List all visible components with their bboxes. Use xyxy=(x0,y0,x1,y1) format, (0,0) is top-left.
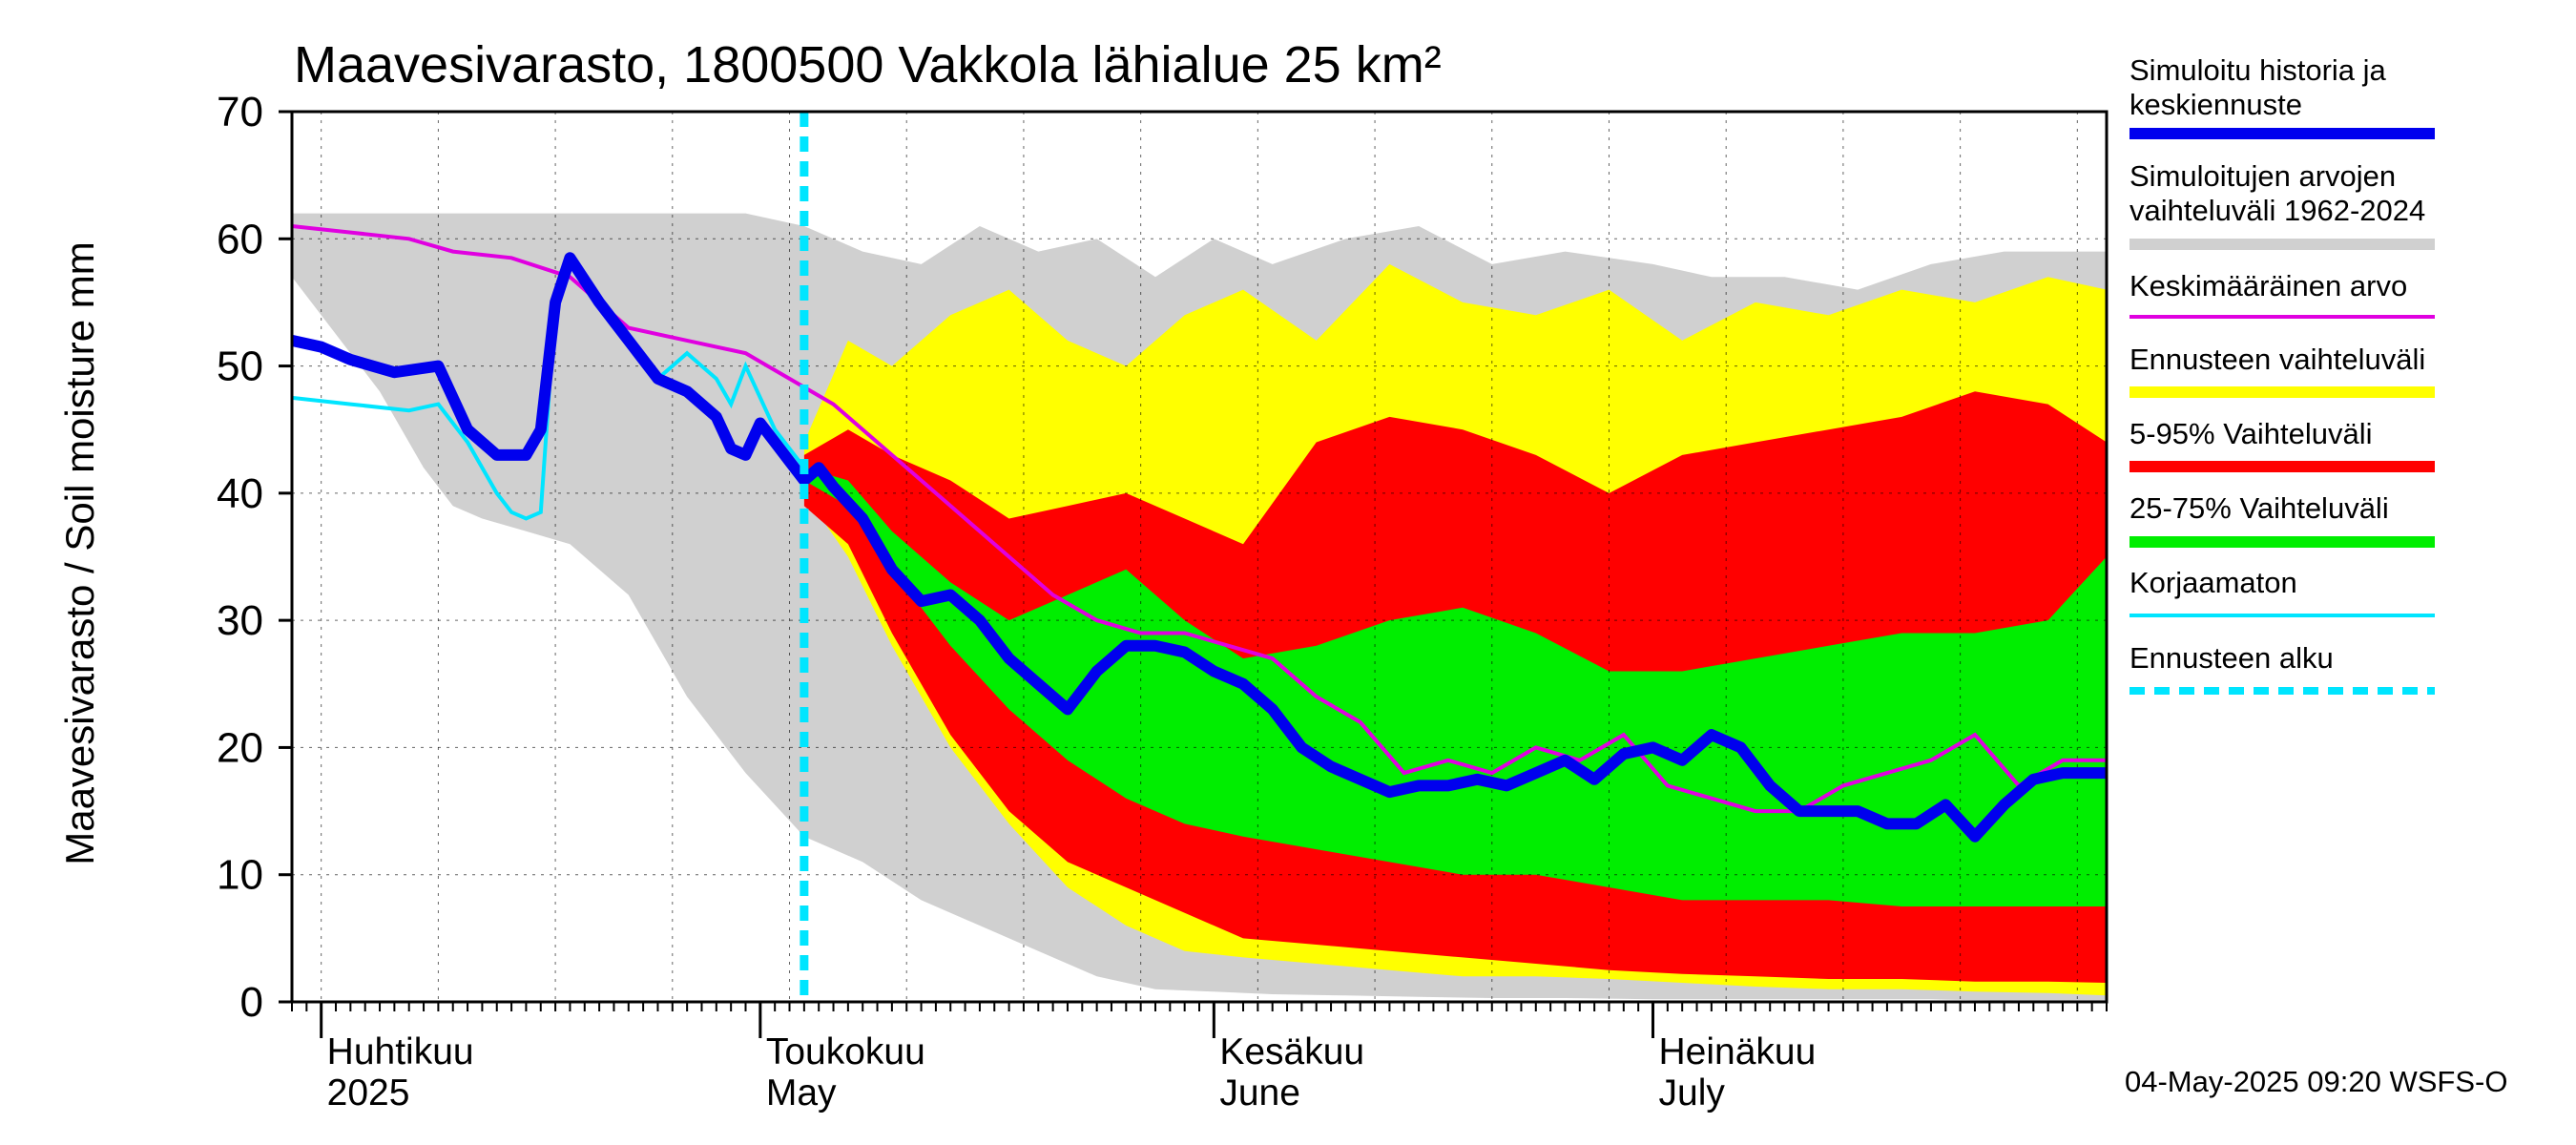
chart-title: Maavesivarasto, 1800500 Vakkola lähialue… xyxy=(294,36,1442,94)
y-tick-label: 40 xyxy=(217,470,263,517)
month-label: Heinäkuu xyxy=(1659,1031,1817,1072)
month-label-secondary: July xyxy=(1659,1072,1726,1114)
month-label: Huhtikuu xyxy=(327,1031,474,1072)
y-axis-label: Maavesivarasto / Soil moisture mm xyxy=(57,241,102,865)
month-label-secondary: 2025 xyxy=(327,1072,410,1114)
month-label: Kesäkuu xyxy=(1219,1031,1364,1072)
legend-label: 25-75% Vaihteluväli xyxy=(2129,491,2389,525)
legend-label: Ennusteen vaihteluväli xyxy=(2129,343,2425,376)
y-tick-label: 30 xyxy=(217,597,263,644)
y-tick-label: 0 xyxy=(240,979,263,1026)
y-tick-label: 50 xyxy=(217,344,263,390)
axes xyxy=(279,110,2109,1038)
mean-line xyxy=(291,224,2107,814)
footer-timestamp: 04-May-2025 09:20 WSFS-O xyxy=(2125,1065,2507,1098)
y-tick-label: 70 xyxy=(217,89,263,135)
legend-label: Simuloitu historia ja keskiennuste xyxy=(2129,53,2387,121)
legend-label: 5-95% Vaihteluväli xyxy=(2129,417,2372,450)
legend: Simuloitu historia ja keskiennusteSimuloi… xyxy=(2129,53,2435,695)
legend-label: Simuloitujen arvojen vaihteluväli 1962-20… xyxy=(2129,159,2425,227)
legend-label-line: keskiennuste xyxy=(2129,88,2302,121)
legend-label: Ennusteen alku xyxy=(2129,641,2334,675)
legend-label-line: vaihteluväli 1962-2024 xyxy=(2129,194,2425,227)
simulated-line xyxy=(290,252,2107,843)
legend-label-line: Simuloitu historia ja xyxy=(2129,53,2387,87)
legend-label: Korjaamaton xyxy=(2129,566,2297,599)
legend-label: Keskimääräinen arvo xyxy=(2129,269,2407,302)
legend-label-line: Simuloitujen arvojen xyxy=(2129,159,2396,193)
month-label: Toukokuu xyxy=(766,1031,925,1072)
grid-lines xyxy=(292,112,2107,1002)
range-bands xyxy=(292,213,2107,1001)
series-lines xyxy=(290,112,2107,1002)
y-tick-label: 10 xyxy=(217,852,263,899)
month-label-secondary: May xyxy=(766,1072,837,1114)
y-tick-label: 20 xyxy=(217,724,263,771)
y-tick-label: 60 xyxy=(217,216,263,262)
month-label-secondary: June xyxy=(1219,1072,1300,1114)
